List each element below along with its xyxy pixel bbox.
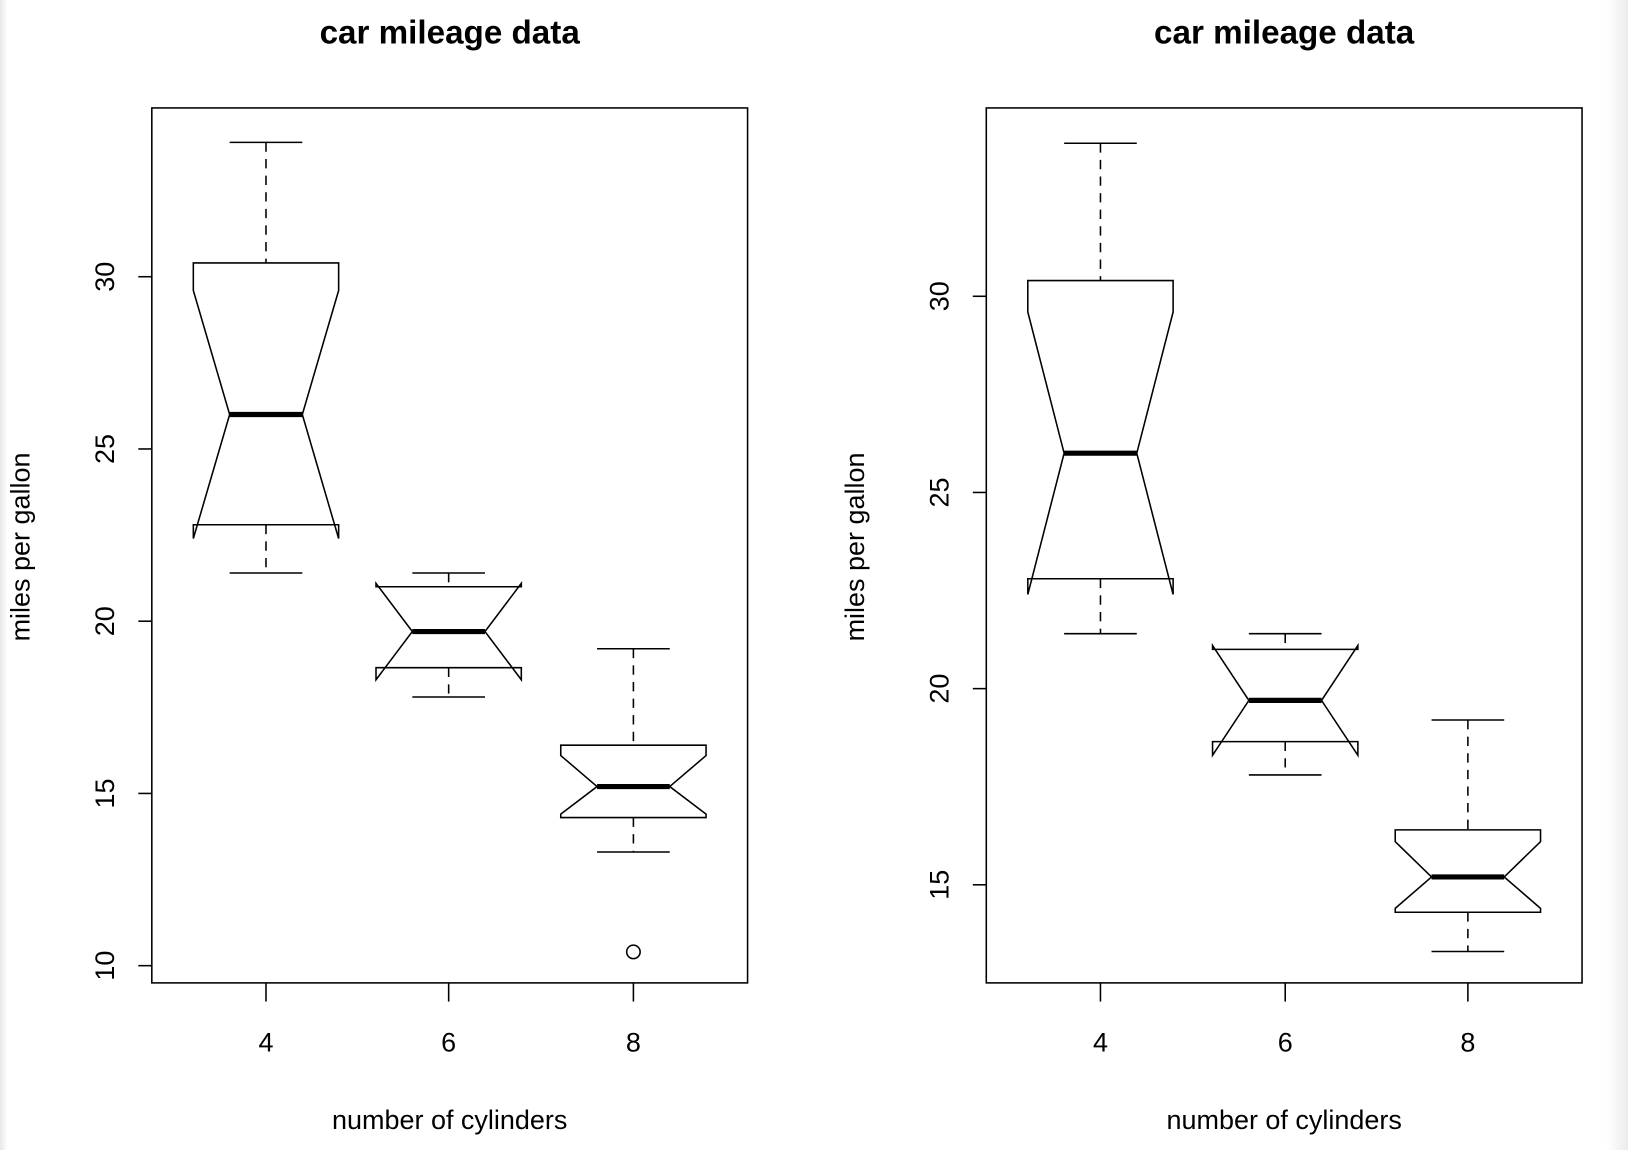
x-tick-label: 4	[258, 1027, 273, 1057]
x-tick-label: 6	[1278, 1027, 1293, 1057]
y-tick-label: 10	[90, 951, 120, 981]
y-tick-label: 30	[90, 262, 120, 292]
y-tick-label: 30	[925, 281, 955, 311]
y-axis-label: miles per gallon	[840, 453, 870, 642]
plot-frame	[151, 107, 749, 984]
notched-box	[192, 262, 340, 539]
x-axis-label: number of cylinders	[332, 1105, 567, 1135]
outlier-point	[625, 944, 641, 960]
x-tick-label: 8	[1460, 1027, 1475, 1057]
chart-title: car mileage data	[1154, 15, 1415, 52]
y-tick-label: 25	[925, 477, 955, 507]
y-tick-label: 15	[90, 778, 120, 808]
box-6	[375, 572, 523, 698]
y-tick-label: 20	[925, 674, 955, 704]
y-axis-label: miles per gallon	[5, 453, 35, 642]
y-tick-label: 20	[90, 606, 120, 636]
plot-frame	[985, 107, 1583, 984]
y-tick-label: 25	[90, 434, 120, 464]
x-tick-label: 6	[441, 1027, 456, 1057]
notched-box	[1394, 829, 1542, 914]
box-8	[1394, 719, 1542, 953]
y-tick-label: 15	[925, 870, 955, 900]
notched-box	[559, 744, 707, 819]
box-6	[1211, 632, 1359, 776]
left-panel: car mileage data number of cylinders mil…	[5, 15, 749, 1135]
notched-box	[1027, 279, 1174, 595]
box-8	[559, 647, 707, 960]
box-4	[1027, 142, 1174, 635]
right-panel: car mileage data number of cylinders mil…	[840, 15, 1583, 1135]
box-4	[192, 141, 340, 574]
x-tick-label: 8	[626, 1027, 641, 1057]
chart-title: car mileage data	[320, 15, 581, 52]
x-tick-label: 4	[1093, 1027, 1108, 1057]
x-axis-label: number of cylinders	[1166, 1105, 1401, 1135]
window-edge-right	[1606, 0, 1628, 1150]
window-edge-left	[0, 0, 8, 1150]
